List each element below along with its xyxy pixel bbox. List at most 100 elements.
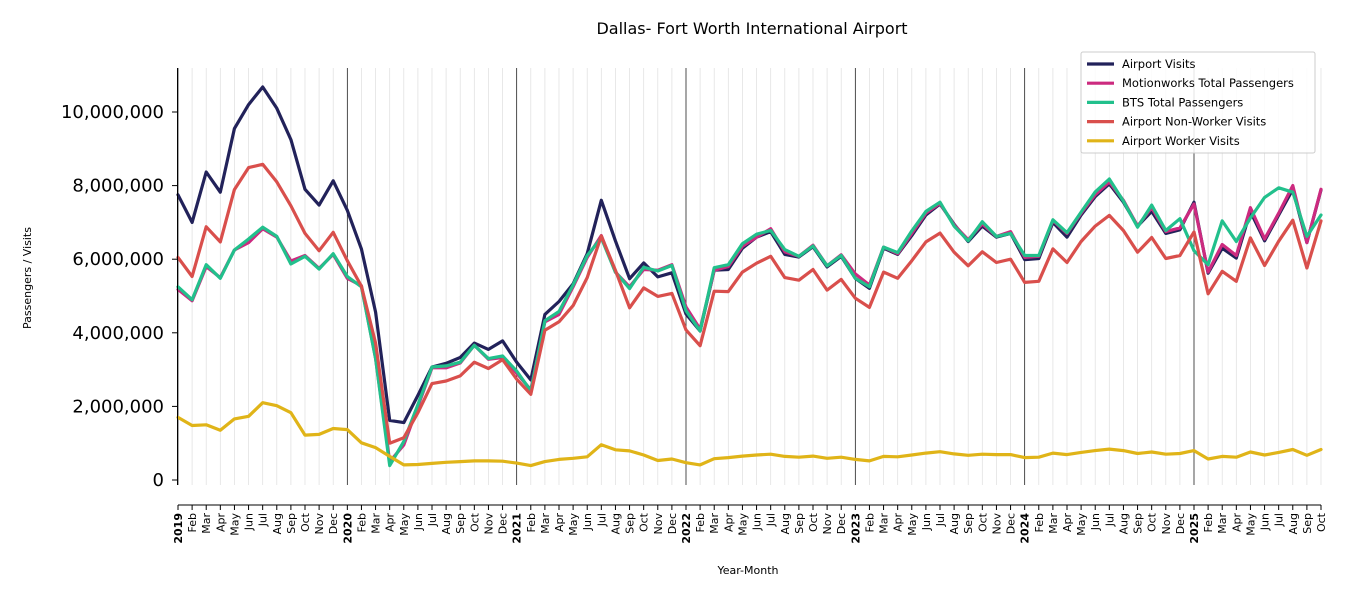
y-tick-label: 4,000,000 — [72, 323, 164, 344]
x-tick-label: Mar — [539, 513, 552, 534]
x-tick-label: Jul — [1103, 513, 1116, 527]
y-tick-label: 10,000,000 — [61, 102, 164, 123]
x-tick-label: May — [228, 513, 241, 536]
x-tick-label: Nov — [990, 513, 1003, 535]
x-tick-label: Mar — [878, 513, 891, 534]
x-tick-label: Jun — [920, 513, 933, 531]
x-tick-label: Jun — [581, 513, 594, 531]
x-tick-label: Nov — [482, 513, 495, 535]
x-tick-label: Oct — [976, 512, 989, 532]
x-tick-label: Apr — [1230, 513, 1243, 533]
x-tick-label: Jun — [1259, 513, 1272, 531]
y-axis-title: Passengers / Visits — [21, 227, 34, 329]
x-tick-label: Nov — [652, 513, 665, 535]
x-tick-label: Apr — [553, 513, 566, 533]
series-line — [176, 401, 1323, 468]
legend-label: Airport Worker Visits — [1122, 134, 1240, 148]
x-tick-label: Feb — [863, 513, 876, 532]
x-tick-label: Sep — [285, 513, 298, 534]
x-tick-label: 2022 — [680, 513, 693, 544]
x-tick-label: Mar — [370, 513, 383, 534]
x-tick-label: May — [1244, 513, 1257, 536]
x-tick-label: Jul — [426, 513, 439, 527]
x-tick-label: Feb — [355, 513, 368, 532]
legend-label: BTS Total Passengers — [1122, 95, 1243, 109]
x-tick-label: Mar — [200, 513, 213, 534]
x-tick-label: Aug — [609, 513, 622, 534]
x-tick-label: Jul — [934, 513, 947, 527]
x-tick-label: 2019 — [172, 513, 185, 544]
x-tick-label: Sep — [624, 513, 637, 534]
x-tick-label: Oct — [1146, 512, 1159, 532]
x-tick-label: Aug — [1117, 513, 1130, 534]
x-tick-label: Apr — [722, 513, 735, 533]
x-tick-label: Sep — [1301, 513, 1314, 534]
x-tick-label: Aug — [779, 513, 792, 534]
x-tick-label: Mar — [1047, 513, 1060, 534]
chart-title: Dallas- Fort Worth International Airport — [596, 19, 907, 38]
x-tick-label: Apr — [384, 513, 397, 533]
x-tick-label: Jun — [1089, 513, 1102, 531]
x-tick-label: May — [567, 513, 580, 536]
x-tick-label: Dec — [1174, 513, 1187, 534]
series-line — [176, 177, 1323, 468]
x-tick-label: Dec — [1005, 513, 1018, 534]
axes: 0 2,000,000 4,000,000 6,000,000 8,000,000 10,… — [61, 68, 1328, 544]
x-tick-label: Dec — [497, 513, 510, 534]
series-line — [176, 180, 1323, 464]
x-tick-label: 2025 — [1188, 513, 1201, 544]
x-tick-label: Jul — [1273, 513, 1286, 527]
x-tick-label: Sep — [793, 513, 806, 534]
x-tick-label: Aug — [948, 513, 961, 534]
x-tick-label: May — [736, 513, 749, 536]
x-tick-label: Mar — [708, 513, 721, 534]
x-tick-label: Sep — [1132, 513, 1145, 534]
x-tick-label: Jun — [751, 513, 764, 531]
legend: Airport Visits Motionworks Total Passenge… — [1080, 51, 1316, 154]
x-tick-label: May — [398, 513, 411, 536]
x-tick-label: Jun — [243, 513, 256, 531]
x-tick-label: 2024 — [1019, 513, 1032, 544]
x-tick-label: Dec — [666, 513, 679, 534]
x-tick-label: Oct — [468, 512, 481, 532]
legend-label: Airport Non-Worker Visits — [1122, 115, 1266, 129]
y-tick-label: 8,000,000 — [72, 176, 164, 197]
x-axis-title: Year-Month — [716, 564, 778, 577]
x-tick-label: Oct — [807, 512, 820, 532]
x-tick-label: Jul — [595, 513, 608, 527]
x-tick-label: Jun — [412, 513, 425, 531]
x-tick-label: Feb — [1033, 513, 1046, 532]
series-lines — [176, 85, 1323, 468]
x-tick-label: Feb — [1202, 513, 1215, 532]
x-tick-label: Sep — [962, 513, 975, 534]
x-tick-label: Feb — [525, 513, 538, 532]
y-tick-label: 6,000,000 — [72, 249, 164, 270]
x-tick-label: Aug — [440, 513, 453, 534]
x-tick-label: Sep — [454, 513, 467, 534]
x-tick-label: May — [906, 513, 919, 536]
x-tick-label: Oct — [299, 512, 312, 532]
x-tick-label: Nov — [821, 513, 834, 535]
x-tick-label: 2020 — [341, 513, 354, 544]
x-tick-label: Mar — [1216, 513, 1229, 534]
x-tick-label: Dec — [835, 513, 848, 534]
legend-label: Motionworks Total Passengers — [1122, 76, 1294, 90]
x-tick-label: Feb — [186, 513, 199, 532]
legend-label: Airport Visits — [1122, 57, 1196, 71]
x-tick-label: May — [1075, 513, 1088, 536]
x-tick-label: 2021 — [511, 513, 524, 544]
series-line — [176, 162, 1323, 445]
x-tick-label: Feb — [694, 513, 707, 532]
x-tick-label: Jul — [257, 513, 270, 527]
y-tick-label: 2,000,000 — [72, 396, 164, 417]
x-tick-label: Apr — [1061, 513, 1074, 533]
x-tick-label: Nov — [1160, 513, 1173, 535]
x-tick-label: Nov — [313, 513, 326, 535]
x-tick-label: Oct — [638, 512, 651, 532]
x-tick-label: Apr — [214, 513, 227, 533]
x-tick-label: Apr — [892, 513, 905, 533]
x-tick-label: Aug — [271, 513, 284, 534]
legend-box — [1080, 51, 1316, 154]
x-tick-label: Dec — [327, 513, 340, 534]
